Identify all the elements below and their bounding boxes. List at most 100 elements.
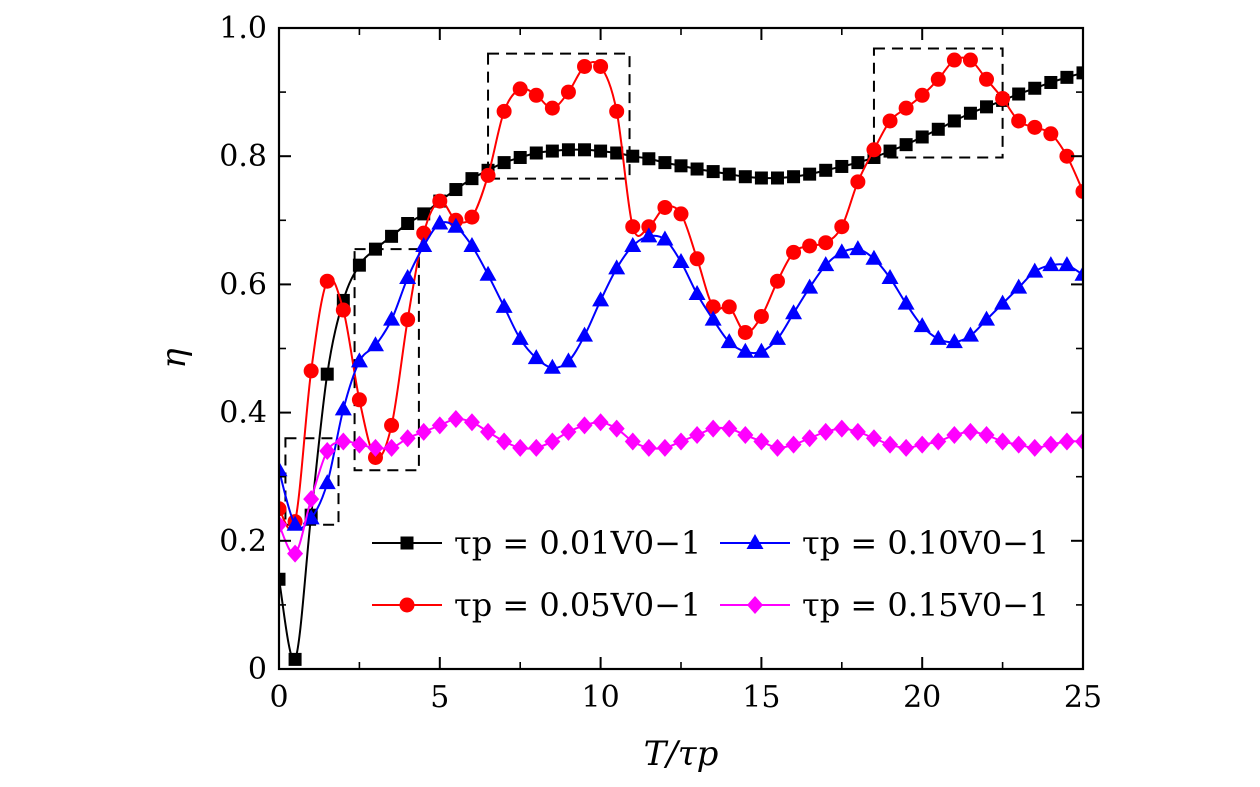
data-point-marker — [736, 342, 754, 358]
data-point-marker — [431, 214, 449, 230]
data-point-marker — [417, 207, 431, 221]
data-point-marker — [279, 461, 288, 477]
legend-marker — [746, 534, 764, 549]
data-point-marker — [544, 100, 560, 116]
data-point-marker — [849, 422, 866, 441]
data-point-marker — [818, 235, 834, 251]
legend-marker — [747, 596, 763, 614]
data-point-marker — [833, 243, 851, 259]
data-point-marker — [447, 217, 465, 233]
legend-entry: τp = 0.01V0−1 — [372, 524, 701, 562]
data-point-marker — [578, 143, 592, 157]
y-tick-label: 0.6 — [219, 267, 267, 302]
data-point-marker — [1026, 262, 1044, 278]
data-point-marker — [432, 193, 448, 209]
data-point-marker — [931, 122, 945, 136]
data-point-marker — [512, 81, 528, 97]
data-point-marker — [624, 236, 642, 252]
data-point-marker — [415, 236, 433, 252]
data-point-marker — [656, 230, 674, 246]
data-point-marker — [513, 150, 527, 164]
data-point-marker — [753, 432, 770, 451]
data-point-marker — [352, 258, 366, 272]
data-point-marker — [383, 438, 400, 457]
data-point-marker — [610, 146, 624, 160]
data-point-marker — [303, 490, 320, 509]
data-point-marker — [399, 268, 417, 284]
data-point-marker — [431, 416, 448, 435]
data-point-marker — [576, 326, 594, 342]
data-point-marker — [1010, 278, 1028, 294]
data-point-marker — [279, 515, 287, 534]
data-point-marker — [335, 432, 352, 451]
data-point-marker — [401, 217, 415, 231]
data-point-marker — [673, 206, 689, 222]
data-point-marker — [945, 333, 963, 349]
data-point-marker — [1059, 148, 1075, 164]
x-axis-label: T/τp — [644, 734, 719, 774]
data-point-marker — [560, 84, 576, 100]
data-point-marker — [641, 219, 657, 235]
data-point-marker — [576, 416, 593, 435]
data-point-marker — [286, 515, 304, 531]
data-point-marker — [994, 432, 1011, 451]
dashed-highlight-box — [353, 248, 420, 472]
data-point-marker — [640, 227, 658, 243]
data-point-marker — [705, 299, 721, 315]
data-point-marker — [883, 144, 897, 158]
data-point-marker — [1075, 432, 1083, 451]
data-point-marker — [817, 422, 834, 441]
data-point-marker — [819, 163, 833, 177]
data-point-marker — [560, 422, 577, 441]
data-point-marker — [1011, 113, 1027, 129]
data-point-marker — [689, 251, 705, 267]
data-point-marker — [449, 183, 463, 197]
data-point-marker — [302, 509, 320, 525]
plot-frame — [277, 26, 1085, 671]
data-point-marker — [803, 167, 817, 181]
data-point-marker — [674, 159, 688, 173]
data-point-marker — [769, 438, 786, 457]
data-point-marker — [801, 429, 818, 448]
data-point-marker — [319, 273, 335, 289]
data-point-marker — [690, 162, 704, 176]
data-point-marker — [319, 442, 336, 461]
x-tick-label: 5 — [430, 680, 449, 715]
x-tick-label: 25 — [1064, 680, 1102, 715]
data-point-marker — [898, 438, 915, 457]
data-point-marker — [1043, 126, 1059, 142]
legend-entry: τp = 0.05V0−1 — [372, 586, 701, 624]
data-point-marker — [592, 413, 609, 432]
data-point-marker — [626, 149, 640, 163]
data-point-marker — [737, 324, 753, 340]
data-point-marker — [915, 130, 929, 144]
data-point-marker — [279, 501, 287, 517]
data-point-marker — [753, 308, 769, 324]
data-point-marker — [929, 329, 947, 345]
data-point-marker — [529, 146, 543, 160]
data-point-marker — [385, 229, 399, 243]
data-point-marker — [495, 297, 513, 313]
data-point-marker — [963, 106, 977, 120]
data-point-marker — [400, 312, 416, 328]
data-point-marker — [625, 219, 641, 235]
data-point-marker — [688, 285, 706, 301]
data-point-marker — [802, 238, 818, 254]
legend-label: τp = 0.05V0−1 — [454, 586, 701, 624]
data-point-marker — [545, 144, 559, 158]
data-point-marker — [946, 52, 962, 68]
x-tick-label: 15 — [742, 680, 780, 715]
data-point-marker — [658, 156, 672, 170]
data-point-marker — [1058, 256, 1076, 272]
data-point-marker — [978, 310, 996, 326]
data-point-marker — [673, 432, 689, 451]
data-point-marker — [594, 144, 608, 158]
data-point-marker — [752, 342, 770, 358]
data-point-marker — [608, 259, 626, 275]
data-point-marker — [480, 422, 497, 441]
data-point-marker — [738, 170, 752, 184]
data-point-marker — [785, 435, 802, 454]
data-point-marker — [1010, 435, 1027, 454]
